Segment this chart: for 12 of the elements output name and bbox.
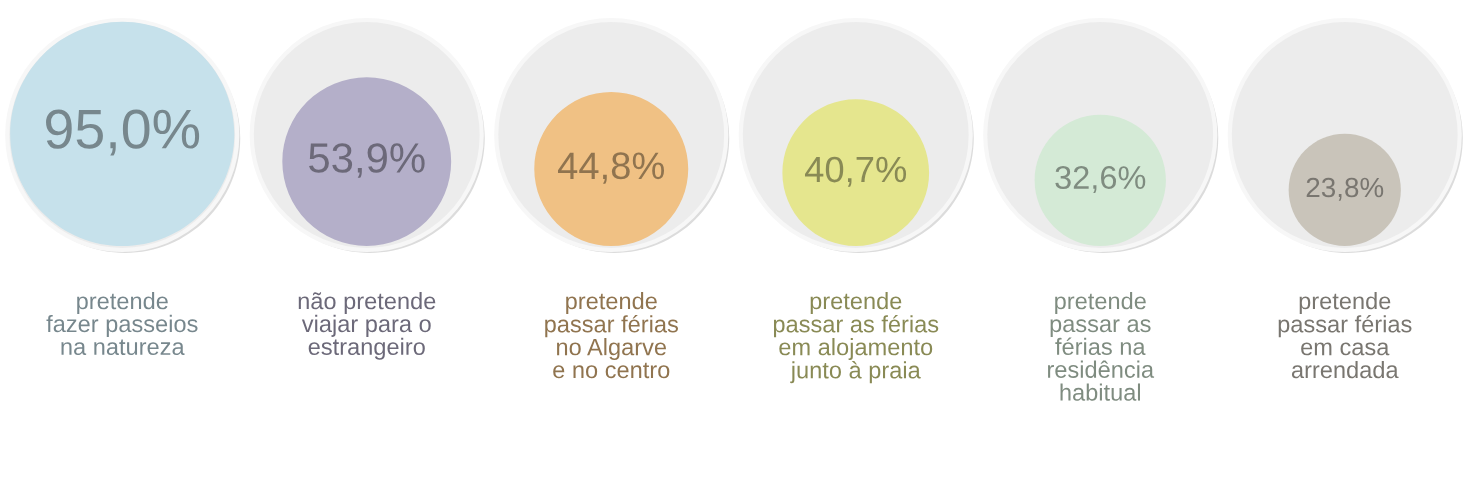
category-label: pretende passar as férias na residência habitual <box>1048 292 1155 401</box>
data-label: 23,8% <box>1306 177 1384 201</box>
data-label: 32,6% <box>1055 166 1146 193</box>
category-label: pretende passar férias no Algarve e no centro <box>545 292 678 379</box>
category-label: pretende passar férias em casa arrendada <box>1278 292 1412 379</box>
data-label: 53,9% <box>309 143 425 178</box>
category-label: não pretende viajar para o estrangeiro <box>298 292 436 360</box>
data-label: 44,8% <box>558 152 665 184</box>
data-label: 40,7% <box>804 156 907 187</box>
category-label: pretende fazer passeios na natureza <box>46 292 198 356</box>
category-label: pretende passar as férias em alojamento junto à praia <box>773 292 939 384</box>
data-label: 95,0% <box>46 109 200 156</box>
